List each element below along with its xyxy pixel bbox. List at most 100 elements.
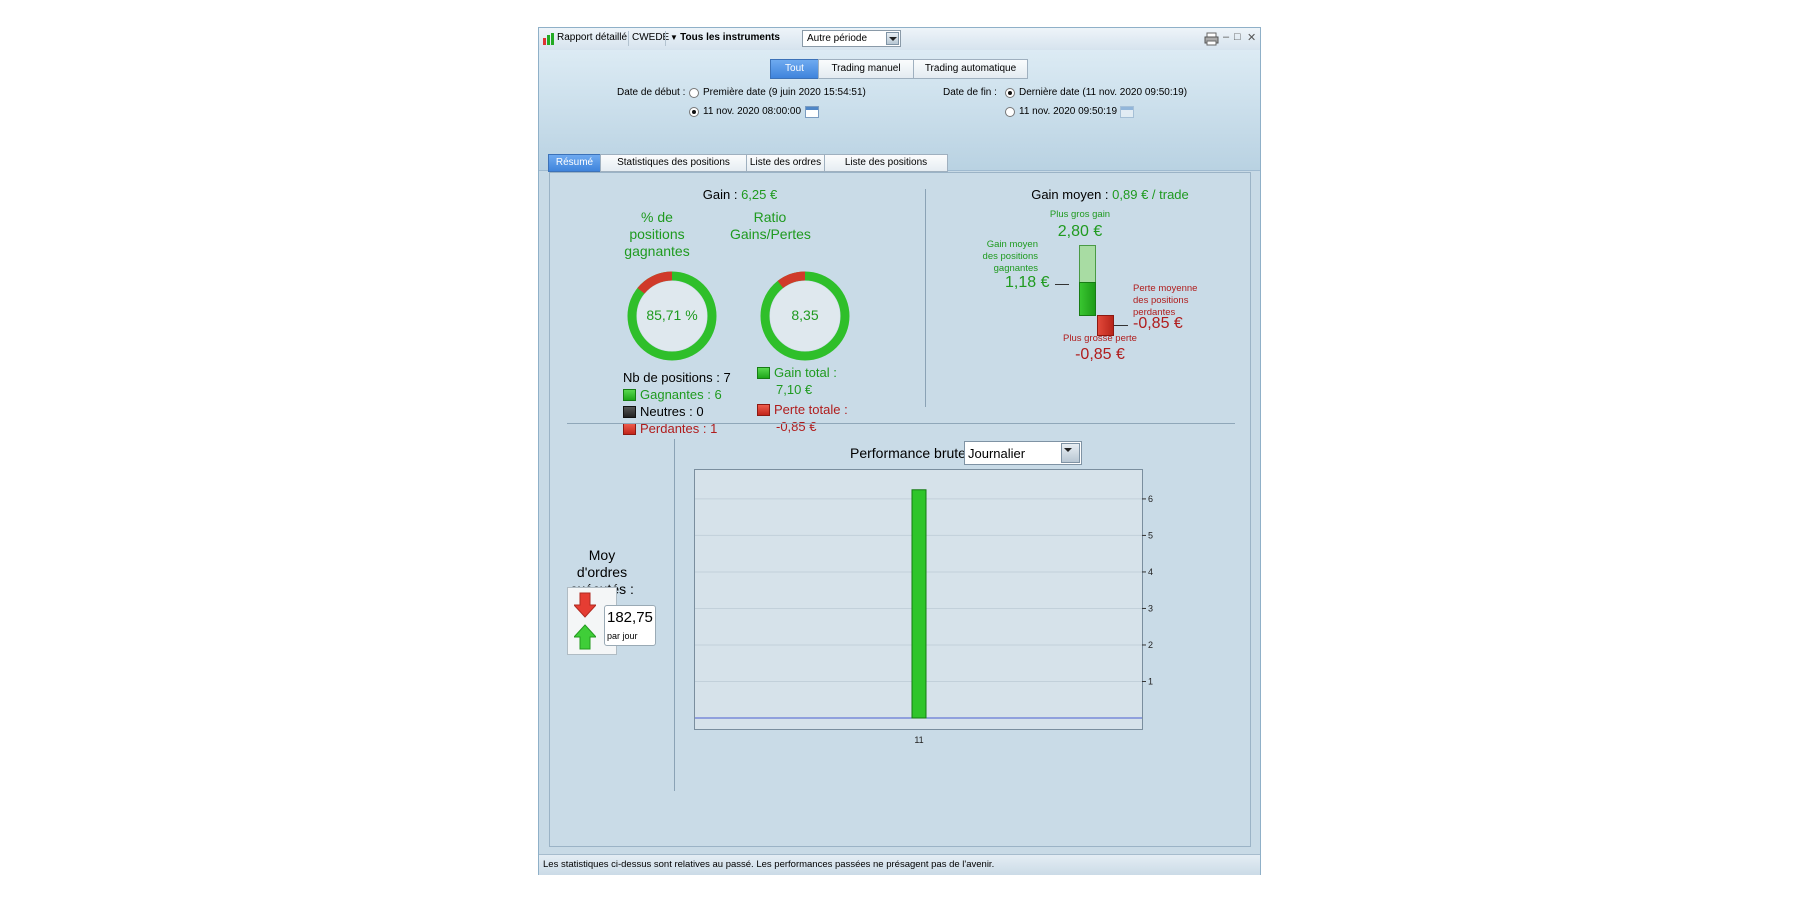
nb-positions: Nb de positions : 7 [623,370,731,385]
bar [911,489,927,719]
biggest-gain-value: 2,80 € [1057,223,1103,240]
perf-period-select[interactable]: Journalier [964,441,1082,465]
disclaimer-text: Les statistiques ci-dessus sont relative… [543,859,995,870]
win-pct-title: % de positions gagnantes [624,209,690,259]
avg-gain-line: Gain moyen : 0,89 € / trade [990,187,1230,202]
winners-label: Gagnantes : 6 [640,387,722,402]
y-tick-label: 4 [1148,567,1153,577]
y-tick-label: 6 [1148,494,1153,504]
segment-tout[interactable]: Tout [770,59,819,79]
separator [665,31,666,46]
start-first-date-radio[interactable] [689,88,699,98]
period-value: Autre période [807,33,868,44]
y-tick-label: 1 [1148,676,1153,686]
end-date-label: Date de fin : [943,87,997,98]
avg-gain-value: 0,89 € / trade [1112,187,1189,202]
ratio-value: 8,35 [791,307,819,323]
green-square-icon [623,389,636,401]
start-custom-date-radio[interactable] [689,107,699,117]
chevron-down-icon[interactable] [1061,443,1080,463]
arrow-right-icon [1055,284,1069,285]
end-last-date-label: Dernière date (11 nov. 2020 09:50:19) [1019,87,1188,98]
tab-liste-ordres[interactable]: Liste des ordres [746,154,825,172]
positions-legend: Nb de positions : 7 Gagnantes : 6 Neutre… [623,369,731,437]
start-custom-date-value[interactable]: 11 nov. 2020 08:00:00 [703,106,802,117]
ratio-title: Ratio Gains/Pertes [730,209,811,242]
tab-resume[interactable]: Résumé [548,154,601,172]
winners-row: Gagnantes : 6 [623,386,731,403]
biggest-gain-label: Plus gros gain [1049,209,1111,220]
neutral-label: Neutres : 0 [640,404,704,419]
end-custom-date-radio[interactable] [1005,107,1015,117]
perf-label: Performance brute [850,445,966,461]
win-pct-donut-loss-arc [627,271,717,361]
minimize-icon[interactable]: – [1223,31,1230,43]
report-icon [543,33,554,45]
neutral-row: Neutres : 0 [623,403,731,420]
y-tick-label: 2 [1148,640,1153,650]
avg-gain-label: Gain moyen : [1031,187,1109,202]
filter-header: Tout Trading manuel Trading automatique … [539,50,1260,171]
avg-loss-value: -0,85 € [1133,315,1183,332]
print-icon[interactable] [1204,32,1219,46]
biggest-loss-label: Plus grosse perte [1063,333,1137,344]
orders-value-box: 182,75 par jour [604,605,656,646]
segment-trading-manuel[interactable]: Trading manuel [818,59,914,79]
maximize-icon[interactable]: □ [1234,31,1241,43]
red-square-icon [757,404,770,416]
vertical-divider [925,189,926,407]
report-window: Rapport détaillé CWEDE ▼ Tous les instru… [538,27,1261,875]
end-last-date-radio[interactable] [1005,88,1015,98]
vertical-divider [674,439,675,791]
caret-down-icon: ▼ [670,33,681,42]
perf-period-value: Journalier [968,446,1026,461]
avg-win-value: 1,18 € [1005,274,1050,291]
calendar-icon[interactable] [805,106,819,118]
calendar-icon[interactable] [1120,106,1134,118]
account-label[interactable]: CWEDE [632,32,670,43]
title-bar: Rapport détaillé CWEDE ▼ Tous les instru… [539,28,1260,51]
orders-unit: par jour [607,631,638,641]
win-pct-value: 85,71 % [646,307,698,323]
report-title: Rapport détaillé [557,32,628,43]
losers-label: Perdantes : 1 [640,421,718,436]
avg-win-label: Gain moyen des positions gagnantes [982,239,1038,274]
instruments-label: Tous les instruments [680,32,780,43]
end-custom-date-value[interactable]: 11 nov. 2020 09:50:19 [1019,106,1118,117]
instruments-dropdown[interactable]: ▼ Tous les instruments [670,32,780,43]
biggest-loss-value: -0,85 € [1075,346,1125,363]
avg-loss-bar [1097,315,1114,336]
chevron-down-icon[interactable] [886,32,899,45]
tab-liste-positions[interactable]: Liste des positions clôturées [824,154,948,184]
arrow-left-icon [1114,325,1128,326]
red-square-icon [623,423,636,435]
status-bar: Les statistiques ci-dessus sont relative… [539,854,1260,875]
green-square-icon [757,367,770,379]
gain-total-value: 7,10 € [776,382,813,397]
start-first-date-label: Première date (9 juin 2020 15:54:51) [703,87,866,98]
win-pct-donut [627,271,717,361]
gain-value: 6,25 € [741,187,778,202]
separator [628,31,629,46]
ratio-donut-loss-arc [760,271,850,361]
black-square-icon [623,406,636,418]
totals-legend: Gain total : 7,10 € Perte totale : -0,85… [757,364,848,435]
avg-loss-label: Perte moyenne des positions perdantes [1133,283,1198,318]
arrows-icon [574,592,596,650]
avg-win-bar [1079,282,1096,316]
gain-line: Gain : 6,25 € [620,187,860,202]
y-tick-label: 5 [1148,530,1153,540]
perte-totale-row: Perte totale : [757,401,848,418]
orders-value: 182,75 [607,609,653,626]
ratio-donut [760,271,850,361]
period-select[interactable]: Autre période [802,30,901,47]
performance-chart: 1 2 3 4 5 6 11 [694,469,1153,745]
summary-panel: Gain : 6,25 € % de positions gagnantes R… [549,172,1251,847]
x-tick-label: 11 [914,735,923,745]
gain-label: Gain : [702,187,738,202]
horizontal-divider [567,423,1235,424]
tab-statistiques[interactable]: Statistiques des positions clôturées [600,154,747,184]
start-date-label: Date de début : [617,87,686,98]
segment-trading-automatique[interactable]: Trading automatique [913,59,1028,79]
close-icon[interactable]: ✕ [1247,32,1257,44]
